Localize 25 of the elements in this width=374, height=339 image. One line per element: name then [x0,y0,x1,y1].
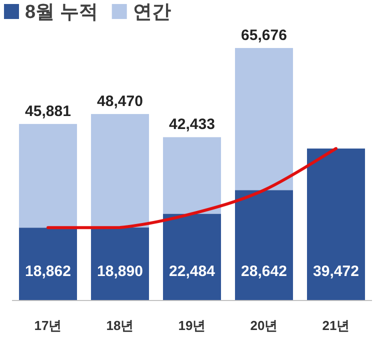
x-tick-label: 18년 [106,318,134,333]
bar [19,228,77,300]
data-label: 39,472 [313,263,359,280]
bar [163,137,221,214]
x-tick-label: 17년 [34,318,62,333]
x-tick-label: 20년 [250,318,278,333]
bar [235,190,293,300]
data-label: 18,862 [25,263,71,280]
bar [163,214,221,300]
legend-label: 연간 [132,2,171,23]
data-label: 28,642 [241,263,287,280]
x-tick-label: 19년 [178,318,206,333]
total-label: 65,676 [241,27,287,44]
legend-label: 8월 누적 [25,2,98,23]
bar [19,124,77,228]
total-label: 48,470 [97,93,143,110]
bar [235,48,293,190]
bar [91,228,149,300]
bar [91,114,149,228]
data-label: 18,890 [97,263,143,280]
bar [307,148,365,300]
data-label: 22,484 [169,263,216,280]
x-tick-label: 21년 [322,318,350,333]
total-label: 45,881 [25,102,71,120]
total-label: 42,433 [169,116,215,134]
